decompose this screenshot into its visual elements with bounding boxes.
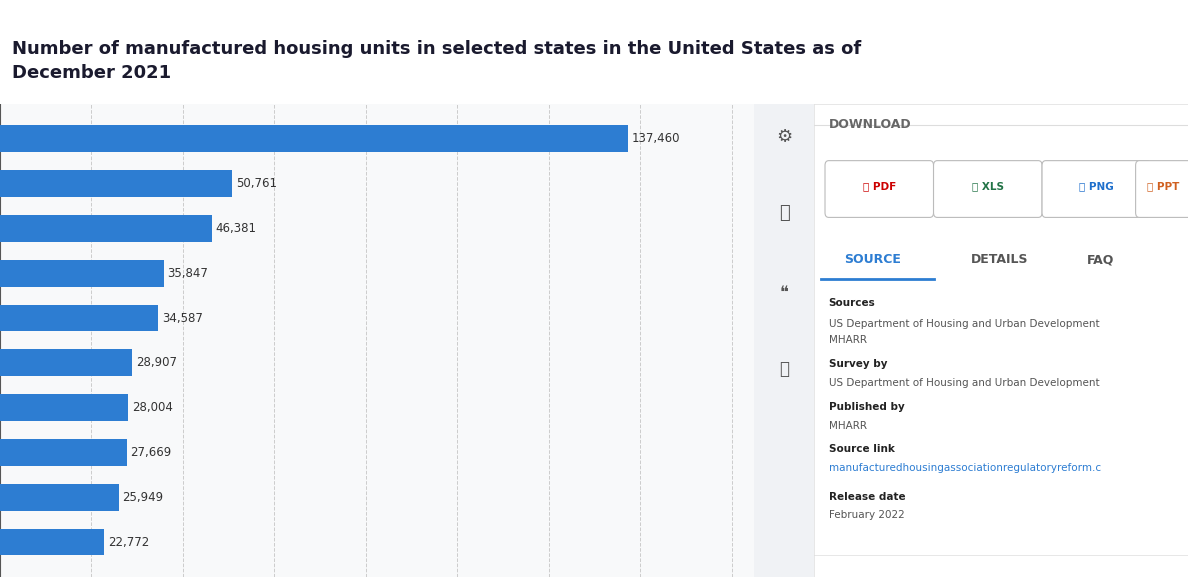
Text: 50,761: 50,761 <box>235 177 277 190</box>
Text: US Department of Housing and Urban Development: US Department of Housing and Urban Devel… <box>829 319 1099 329</box>
Bar <box>0 125 628 152</box>
Text: 27,669: 27,669 <box>131 446 171 459</box>
Text: 28,004: 28,004 <box>132 401 172 414</box>
Text: 25,949: 25,949 <box>122 491 164 504</box>
Text: ⤢: ⤢ <box>778 204 790 222</box>
Bar <box>0 484 119 511</box>
Text: 📄 PDF: 📄 PDF <box>862 182 896 192</box>
Text: MHARR: MHARR <box>829 335 867 346</box>
Bar <box>0 529 105 556</box>
Text: FAQ: FAQ <box>1087 253 1114 267</box>
Bar <box>0 260 164 287</box>
Text: Sources: Sources <box>829 298 876 308</box>
Text: Release date: Release date <box>829 492 905 501</box>
Text: ⚙: ⚙ <box>776 128 792 146</box>
Text: SOURCE: SOURCE <box>843 253 901 267</box>
Text: 35,847: 35,847 <box>168 267 208 280</box>
FancyBboxPatch shape <box>1136 160 1188 218</box>
Text: Published by: Published by <box>829 402 904 411</box>
Text: manufacturedhousingassociationregulatoryreform.c: manufacturedhousingassociationregulatory… <box>829 463 1101 473</box>
Text: 🖼 PNG: 🖼 PNG <box>1079 182 1113 192</box>
Text: 📊 XLS: 📊 XLS <box>972 182 1004 192</box>
Text: Source link: Source link <box>829 444 895 454</box>
FancyBboxPatch shape <box>934 160 1042 218</box>
Text: ❝: ❝ <box>779 284 789 302</box>
Text: Number of manufactured housing units in selected states in the United States as : Number of manufactured housing units in … <box>12 40 861 82</box>
Text: 22,772: 22,772 <box>108 535 148 549</box>
Text: DOWNLOAD: DOWNLOAD <box>829 118 911 131</box>
Text: US Department of Housing and Urban Development: US Department of Housing and Urban Devel… <box>829 378 1099 388</box>
FancyBboxPatch shape <box>1042 160 1150 218</box>
Text: DETAILS: DETAILS <box>971 253 1029 267</box>
Text: 28,907: 28,907 <box>135 357 177 369</box>
Text: 46,381: 46,381 <box>216 222 257 235</box>
Bar <box>0 394 128 421</box>
Bar <box>0 439 126 466</box>
Text: February 2022: February 2022 <box>829 511 904 520</box>
Bar <box>0 215 211 242</box>
Text: MHARR: MHARR <box>829 421 867 430</box>
Text: Survey by: Survey by <box>829 359 887 369</box>
Text: 34,587: 34,587 <box>162 312 203 324</box>
Text: 137,460: 137,460 <box>632 132 681 145</box>
Text: 🖨: 🖨 <box>779 360 789 378</box>
Bar <box>0 305 158 331</box>
Bar <box>0 350 132 376</box>
FancyBboxPatch shape <box>824 160 934 218</box>
Text: 📋 PPT: 📋 PPT <box>1148 182 1180 192</box>
Bar <box>0 170 232 197</box>
